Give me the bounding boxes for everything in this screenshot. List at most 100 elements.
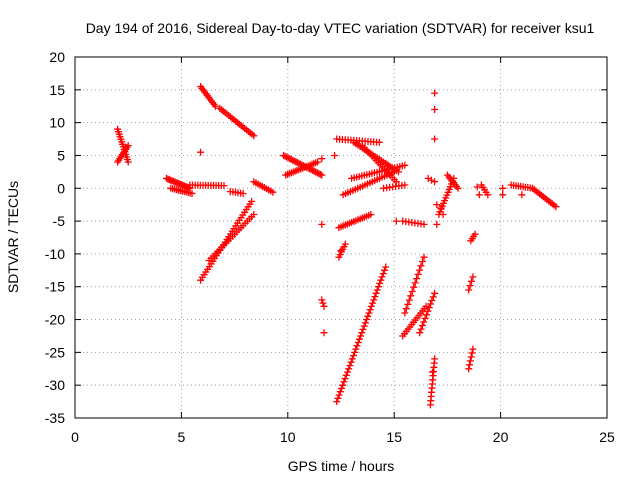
data-point [313,169,321,177]
data-point [314,158,322,166]
data-point [339,381,347,389]
data-point [404,300,412,308]
data-point [422,302,430,310]
data-point [518,191,526,199]
data-point [320,329,328,337]
data-point [307,166,315,174]
data-point [421,314,429,322]
data-point [124,142,132,150]
data-point [392,217,400,225]
data-point [377,276,385,284]
data-point [337,247,345,255]
data-point [407,292,415,300]
data-point [363,316,371,323]
data-point [465,286,473,294]
data-point [411,279,419,287]
y-axis-title: SDTVAR / TECUs [5,181,21,293]
x-tick-label: 15 [386,429,402,445]
data-point [220,182,228,190]
data-point [417,262,425,270]
data-point [284,154,292,162]
data-point [341,375,349,383]
axis-ticks: 0 5 10 15 20 25 20 15 10 5 0 -5 -10 -15 -20 -25 -30 -35 [45,49,615,445]
data-point [420,253,428,261]
data-point [333,398,341,406]
y-tick-label: 10 [49,115,65,131]
data-point [364,312,372,320]
data-point [348,355,356,363]
data-point [248,197,256,205]
data-point [334,394,342,402]
data-point [318,171,326,179]
data-point [431,289,439,297]
y-tick-label: -25 [45,344,65,360]
data-point [344,368,351,376]
x-tick-label: 5 [178,429,186,445]
data-point [370,296,378,304]
data-point [437,204,445,212]
y-tick-label: -10 [45,246,65,262]
data-point [375,138,383,146]
data-point [466,357,474,365]
data-point [401,181,409,189]
data-point [468,349,476,357]
data-point [427,176,435,184]
data-point [357,332,365,340]
data-point [345,365,353,373]
data-point [287,155,295,163]
data-point [358,329,366,337]
x-tick-label: 25 [599,429,615,445]
data-point [365,309,373,317]
data-point [431,89,439,97]
data-point [499,184,507,192]
data-point [283,153,291,161]
data-point [293,159,301,166]
y-tick-label: -5 [53,213,66,229]
data-point [310,167,318,175]
data-point [427,300,435,308]
data-point [417,325,425,333]
data-point [316,170,324,178]
data-point [468,277,475,285]
data-point [352,345,360,353]
plot-frame [74,56,608,419]
data-point [431,106,439,113]
data-point [318,220,326,228]
data-point [250,211,258,218]
data-point [376,279,384,287]
data-point [428,297,436,304]
data-point [361,319,369,327]
data-point [429,368,436,376]
data-point [354,339,362,346]
data-point [353,342,361,350]
y-tick-label: -15 [45,279,65,295]
data-point [373,286,381,294]
data-point [431,355,439,363]
data-point [338,385,345,392]
data-point [466,361,473,369]
data-point [431,135,439,143]
data-point [423,311,430,319]
data-point [292,158,300,166]
data-point [469,273,477,281]
data-point [433,220,441,228]
data-point [372,289,380,297]
data-point [469,345,477,353]
data-point [359,325,367,333]
data-point [315,170,323,178]
data-point [335,391,343,399]
data-point [382,263,390,271]
data-point [425,304,433,312]
data-point [408,288,416,295]
data-point [378,273,386,281]
data-point [239,190,247,197]
data-point [341,240,349,248]
data-point [347,358,355,366]
data-point [188,190,196,197]
data-point [413,275,421,283]
grid-lines [75,57,607,418]
data-point [401,161,409,169]
data-point [367,302,375,310]
y-tick-label: -30 [45,377,65,393]
